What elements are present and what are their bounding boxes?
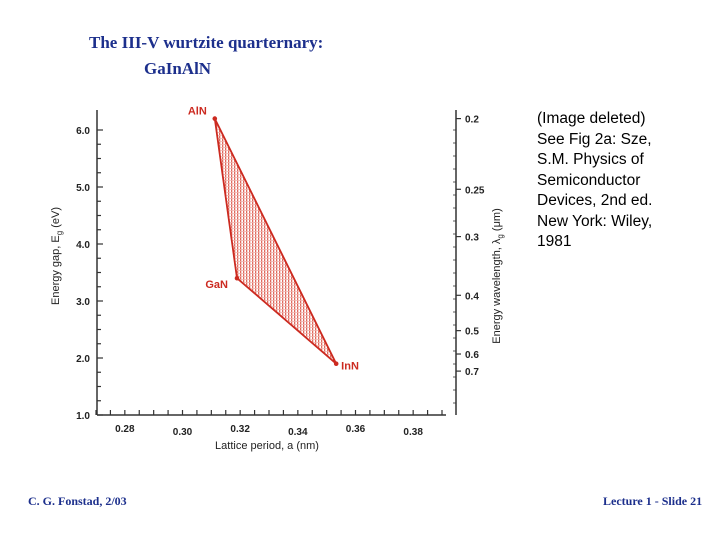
x-tick-label: 0.36 (346, 424, 366, 435)
y2-tick-label: 0.5 (465, 327, 479, 338)
note-line: Devices, 2nd ed. (537, 192, 653, 209)
x-tick-label: 0.38 (403, 427, 423, 438)
x-tick-label: 0.32 (230, 424, 250, 435)
alloy-region (213, 117, 338, 365)
x-tick-label: 0.30 (173, 427, 193, 438)
y2-tick-label: 0.2 (465, 115, 479, 126)
y2-axis-label: Energy wavelength, λg (μm) (491, 208, 505, 344)
note-line: See Fig 2a: Sze, (537, 130, 652, 148)
y-tick-label: 5.0 (76, 183, 90, 194)
data-point-gan (234, 275, 240, 281)
x-axis-label: Lattice period, a (nm) (215, 440, 319, 452)
note-line: New York: Wiley, (537, 212, 653, 230)
data-point-inn (333, 361, 339, 367)
y2-tick-label: 0.7 (465, 367, 479, 378)
x-tick-label: 0.28 (115, 424, 135, 435)
y-tick-label: 3.0 (76, 297, 90, 308)
y2-tick-label: 0.6 (465, 350, 479, 361)
y2-tick-label: 0.3 (465, 233, 479, 244)
note-line: S.M. Physics of (537, 151, 644, 168)
y-tick-label: 4.0 (76, 240, 90, 251)
note-line: Semiconductor (537, 171, 641, 189)
image-credit-note: (Image deleted) See Fig 2a: Sze, S.M. Ph… (537, 109, 707, 253)
slide-title-line-1: The III-V wurtzite quarternary: (89, 33, 324, 52)
slide-title-line-2: GaInAlN (144, 59, 212, 78)
footer-slide-number: Lecture 1 - Slide 21 (603, 494, 703, 508)
point-label-inn: InN (341, 361, 359, 373)
footer-author: C. G. Fonstad, 2/03 (28, 494, 127, 508)
y2-tick-label: 0.4 (465, 291, 479, 302)
note-line: (Image deleted) (537, 110, 646, 127)
y-tick-label: 1.0 (76, 411, 90, 422)
point-label-gan: GaN (205, 279, 228, 291)
x-tick-label: 0.34 (288, 427, 308, 438)
y-axis-label: Energy gap, Eg (eV) (50, 207, 64, 305)
y-tick-label: 2.0 (76, 354, 90, 365)
y-tick-label: 6.0 (76, 126, 90, 137)
y2-tick-label: 0.25 (465, 185, 485, 196)
data-point-aln (212, 116, 218, 121)
note-line: 1981 (537, 233, 572, 250)
point-label-aln: AlN (188, 106, 207, 118)
